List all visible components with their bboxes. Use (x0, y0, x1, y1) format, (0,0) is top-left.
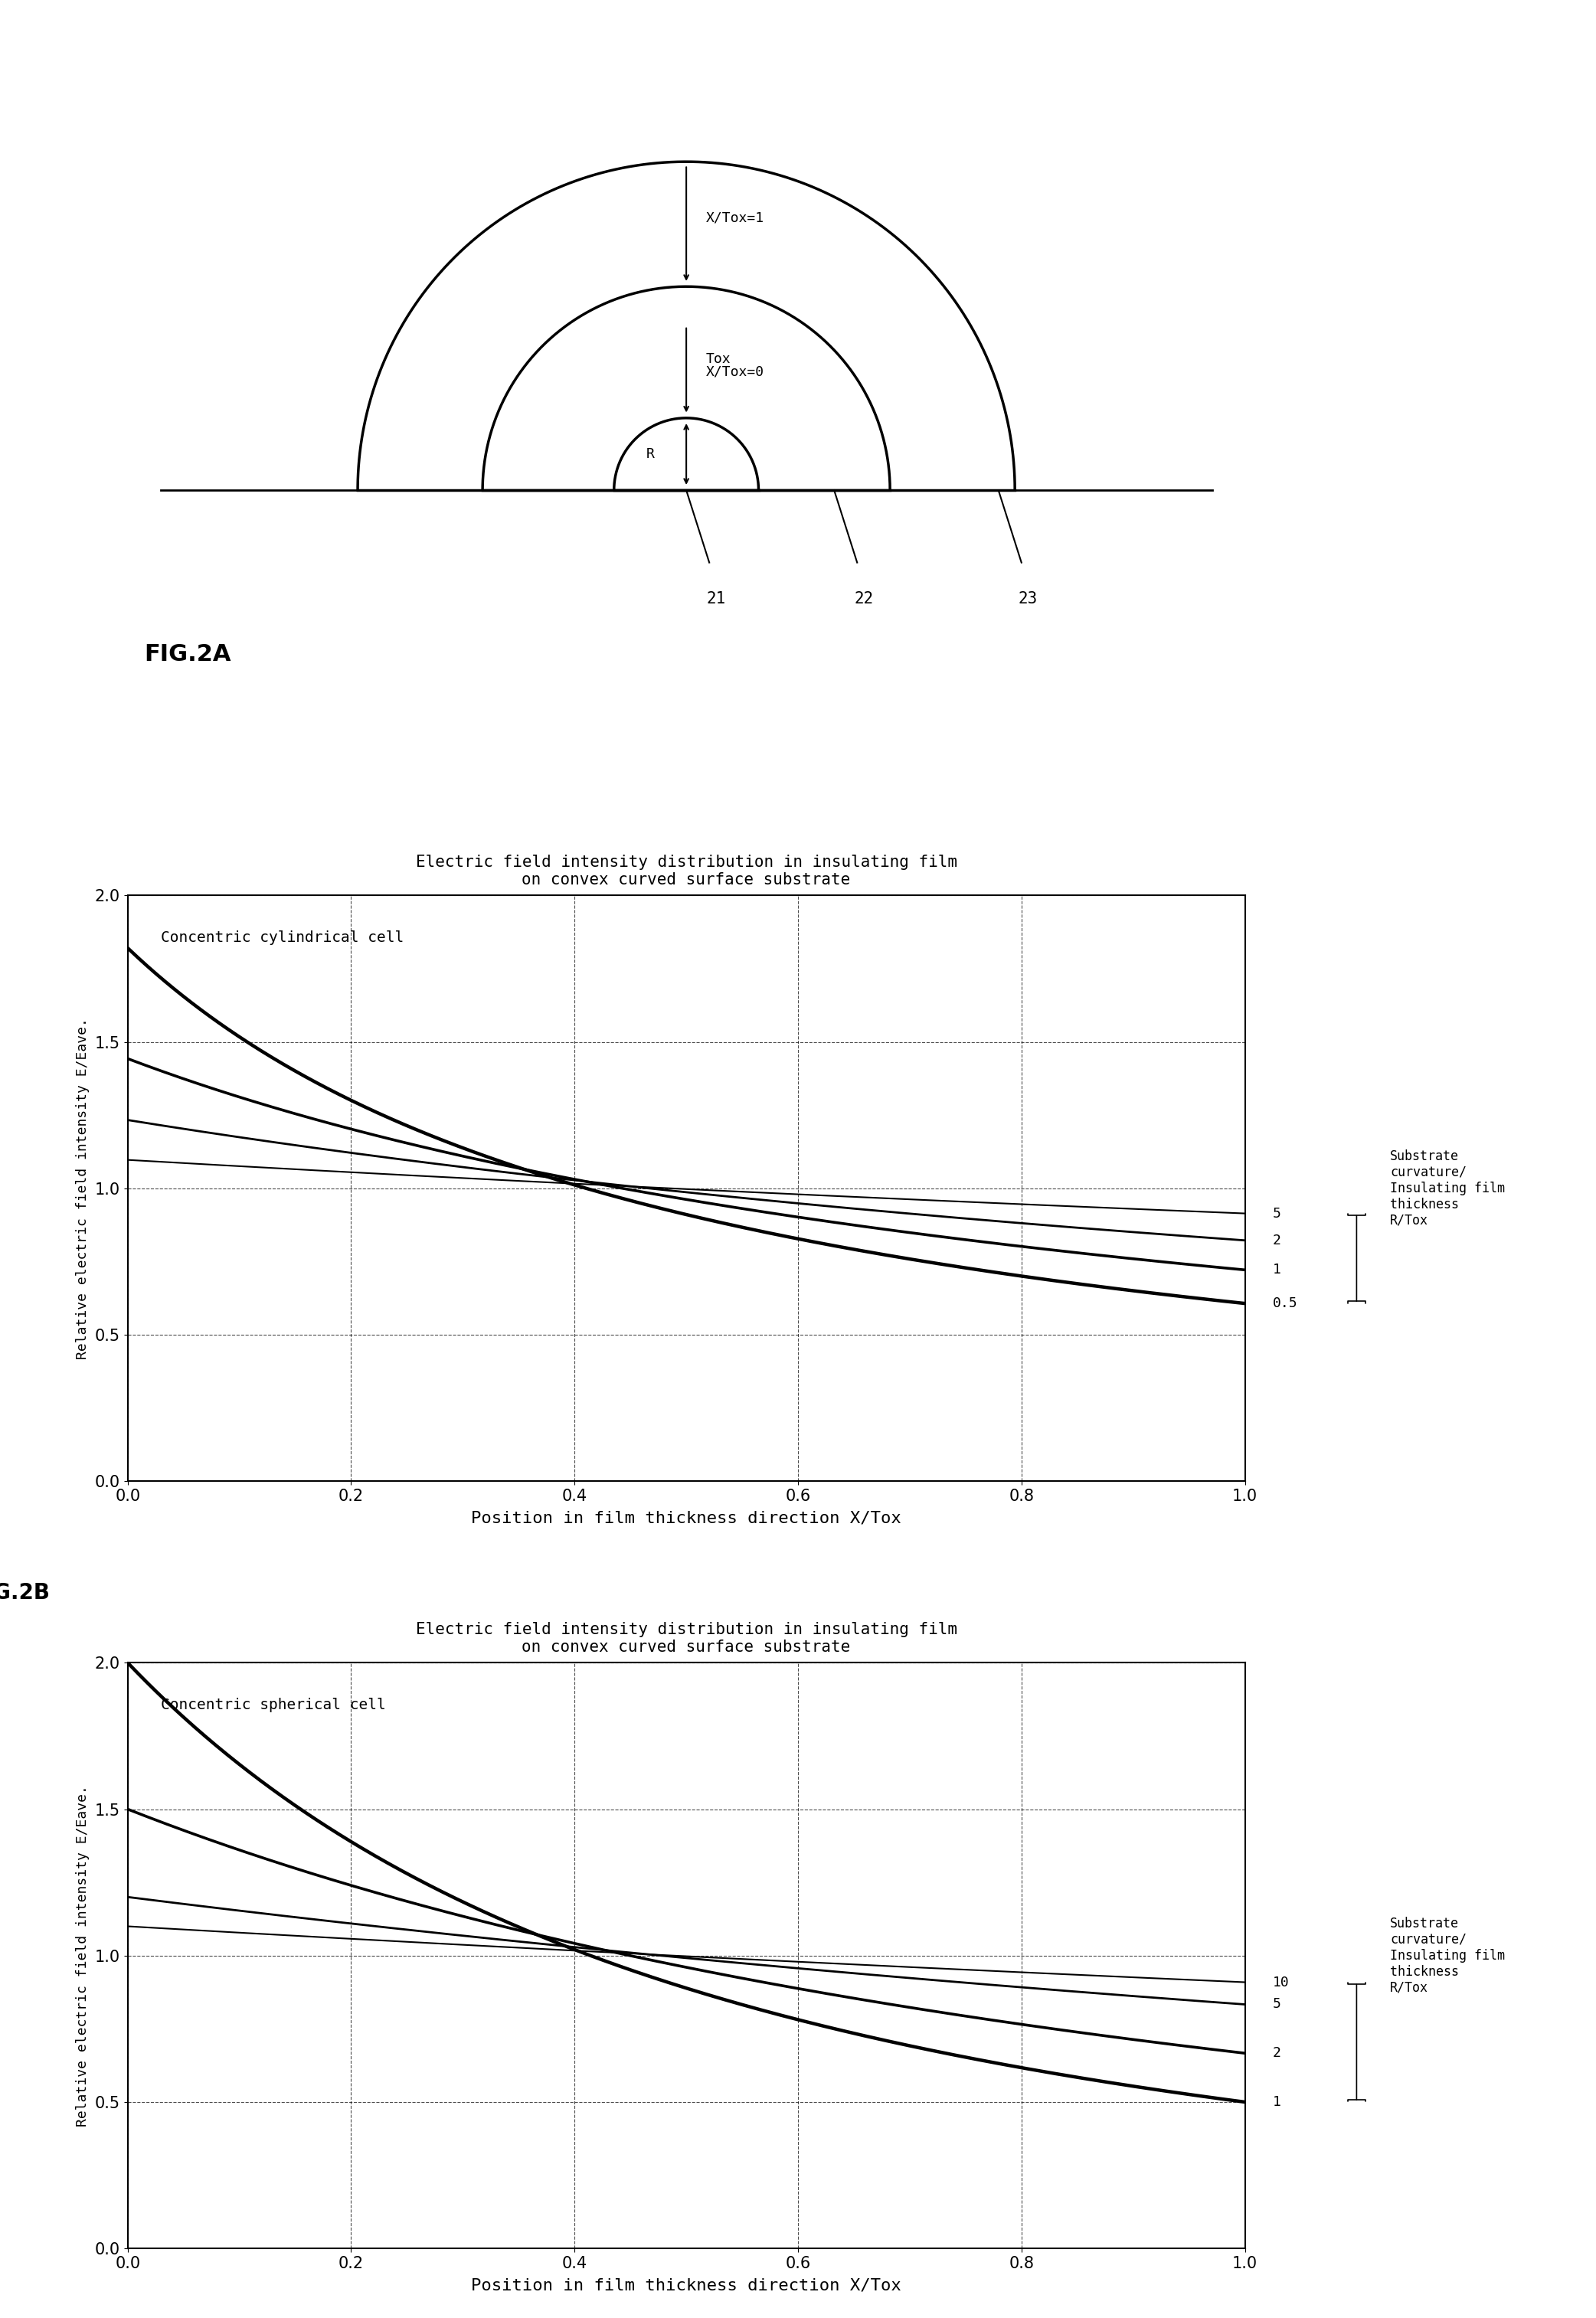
Text: 0.5: 0.5 (1272, 1296, 1298, 1310)
Text: R: R (646, 447, 654, 461)
Title: Electric field intensity distribution in insulating film
on convex curved surfac: Electric field intensity distribution in… (415, 855, 958, 888)
Text: 10: 10 (1272, 1975, 1290, 1989)
Text: 5: 5 (1272, 1998, 1282, 2012)
Text: Substrate
curvature/
Insulating film
thickness
R/Tox: Substrate curvature/ Insulating film thi… (1390, 1917, 1505, 1993)
Text: Concentric cylindrical cell: Concentric cylindrical cell (161, 930, 404, 946)
Text: Concentric spherical cell: Concentric spherical cell (161, 1697, 386, 1713)
Text: 21: 21 (705, 591, 726, 607)
X-axis label: Position in film thickness direction X/Tox: Position in film thickness direction X/T… (471, 1511, 902, 1525)
Text: Substrate
curvature/
Insulating film
thickness
R/Tox: Substrate curvature/ Insulating film thi… (1390, 1150, 1505, 1226)
Text: 23: 23 (1018, 591, 1037, 607)
Text: X/Tox=0: X/Tox=0 (705, 366, 764, 378)
Text: FIG.2B: FIG.2B (0, 1581, 49, 1604)
Text: Tox: Tox (705, 352, 731, 366)
Text: 22: 22 (854, 591, 873, 607)
Text: 1: 1 (1272, 1263, 1282, 1277)
Text: FIG.2A: FIG.2A (144, 644, 231, 665)
Text: X/Tox=1: X/Tox=1 (705, 211, 764, 225)
Text: 5: 5 (1272, 1208, 1282, 1219)
Text: 2: 2 (1272, 2047, 1282, 2061)
Y-axis label: Relative electric field intensity E/Eave.: Relative electric field intensity E/Eave… (75, 1018, 89, 1358)
Title: Electric field intensity distribution in insulating film
on convex curved surfac: Electric field intensity distribution in… (415, 1623, 958, 1655)
Y-axis label: Relative electric field intensity E/Eave.: Relative electric field intensity E/Eave… (75, 1785, 89, 2126)
Text: 2: 2 (1272, 1233, 1282, 1247)
Text: 1: 1 (1272, 2095, 1282, 2109)
X-axis label: Position in film thickness direction X/Tox: Position in film thickness direction X/T… (471, 2279, 902, 2293)
